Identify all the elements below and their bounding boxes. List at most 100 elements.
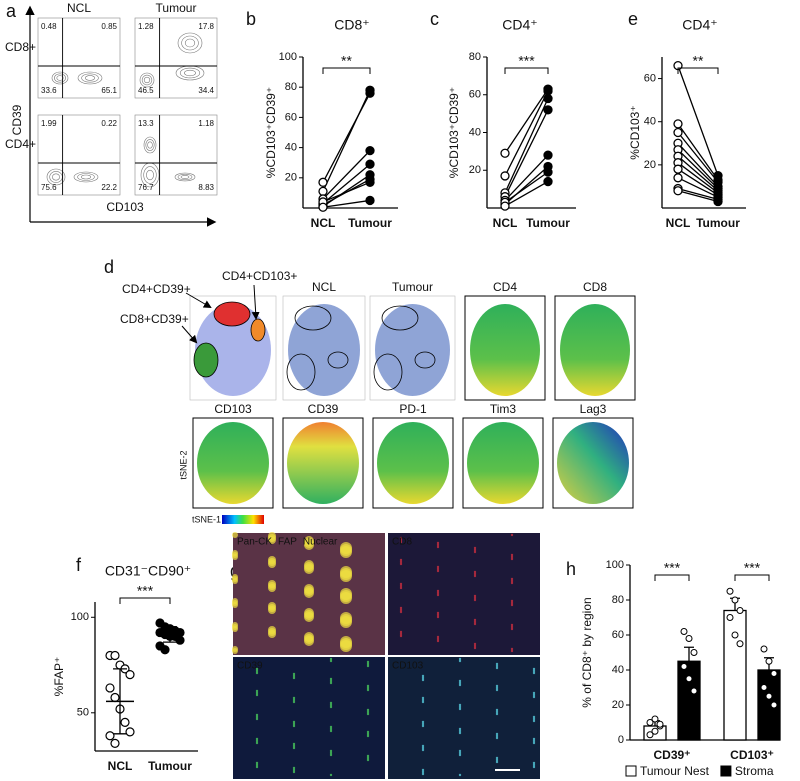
channel-label: Pan-CK [237, 537, 272, 548]
flow-contour [147, 141, 153, 149]
gate [250, 318, 266, 342]
micrograph-signal [399, 630, 403, 634]
quadrant-percent: 76.7 [138, 183, 154, 192]
data-point [673, 164, 683, 174]
data-point [105, 731, 115, 741]
gate-arrow [181, 325, 198, 344]
flow-contour [143, 76, 151, 84]
data-point [110, 692, 120, 703]
significance-label: *** [744, 560, 761, 576]
x-tick-label: Tumour [148, 759, 192, 773]
channel-label: CD8 [392, 537, 412, 548]
micrograph-signal [255, 669, 259, 673]
pair-line [677, 187, 719, 200]
y-tick-label: 0 [618, 734, 624, 746]
flow-contour [139, 72, 155, 88]
micrograph-signal [292, 722, 296, 726]
data-point [673, 127, 683, 138]
data-point [736, 640, 744, 648]
micrograph [388, 533, 540, 655]
data-point [736, 607, 744, 614]
micrograph-signal [255, 691, 259, 695]
micrograph-signal [292, 766, 296, 770]
flow-contour [81, 73, 99, 83]
micrograph-signal [292, 720, 296, 724]
micrograph-signal [532, 739, 536, 743]
panel-letter: c [430, 9, 439, 29]
micrograph-signal [458, 707, 462, 711]
channel-label: CD39 [237, 661, 263, 672]
data-point [365, 145, 375, 156]
tsne-panel-label: Tim3 [490, 402, 517, 416]
micrograph-signal [532, 761, 536, 765]
tsne-axis-label: tSNE-2 [178, 450, 188, 479]
micrograph-signal [329, 751, 333, 755]
micrograph-signal [329, 725, 333, 729]
flow-contour [77, 173, 95, 181]
pair-line [504, 154, 549, 201]
tsne-map [377, 422, 449, 504]
micrograph-signal [532, 671, 536, 675]
data-point [543, 150, 553, 160]
error-bar [113, 668, 127, 735]
micrograph-signal [255, 765, 259, 769]
micrograph-signal [436, 565, 440, 569]
micrograph-signal [436, 543, 440, 547]
gate-label: CD4+CD39+ [122, 282, 191, 296]
tsne-panel-label: Lag3 [580, 402, 607, 416]
micrograph-signal [436, 567, 440, 571]
micrograph-signal [329, 729, 333, 733]
error-bar [163, 626, 177, 643]
micrograph-signal [510, 533, 514, 537]
micrograph-signal [436, 639, 440, 643]
bar [677, 660, 701, 741]
micrograph-signal [495, 760, 499, 764]
micrograph-signal [436, 569, 440, 573]
quadrant-percent: 8.83 [198, 183, 214, 192]
micrograph-signal [304, 608, 314, 618]
micrograph-signal [329, 703, 333, 707]
micrograph-signal [329, 677, 333, 681]
micrograph-signal [366, 688, 370, 692]
micrograph-signal [255, 763, 259, 767]
micrograph-signal [436, 589, 440, 593]
micrograph-signal [255, 739, 259, 743]
micrograph-signal [421, 698, 425, 702]
pair-line [677, 190, 719, 203]
data-point [765, 657, 773, 665]
micrograph-signal [510, 603, 514, 607]
micrograph-signal [532, 741, 536, 745]
colorbar [222, 515, 264, 524]
micrograph-signal [495, 686, 499, 690]
significance-bracket [119, 597, 171, 604]
data-point [318, 177, 328, 187]
data-point [110, 738, 120, 748]
tsne-map [287, 422, 359, 504]
micrograph-signal [421, 770, 425, 774]
micrograph-signal [495, 708, 499, 712]
x-tick-label: NCL [666, 216, 691, 230]
significance-label: ** [341, 53, 352, 69]
y-tick-label: 20 [612, 699, 624, 711]
x-tick-label: Tumour [696, 216, 740, 230]
micrograph-signal [421, 722, 425, 726]
flow-contour [51, 71, 69, 85]
y-axis-title: % of CD8⁺ by region [580, 597, 594, 707]
data-point [765, 692, 773, 700]
gate-outline [414, 351, 436, 369]
micrograph-signal [268, 532, 276, 540]
significance-bracket [734, 574, 770, 581]
pair-line [677, 123, 719, 181]
micrograph-signal [232, 532, 238, 538]
micrograph-signal [510, 625, 514, 629]
panel-letter: b [246, 9, 256, 29]
micrograph-signal [495, 662, 499, 666]
micrograph-signal [473, 618, 477, 622]
data-point [760, 645, 768, 653]
micrograph-signal [510, 577, 514, 581]
micrograph-signal [421, 772, 425, 776]
quadrant-percent: 0.22 [101, 119, 117, 128]
micrograph-signal [399, 584, 403, 588]
micrograph-signal [532, 667, 536, 671]
micrograph-signal [292, 676, 296, 680]
